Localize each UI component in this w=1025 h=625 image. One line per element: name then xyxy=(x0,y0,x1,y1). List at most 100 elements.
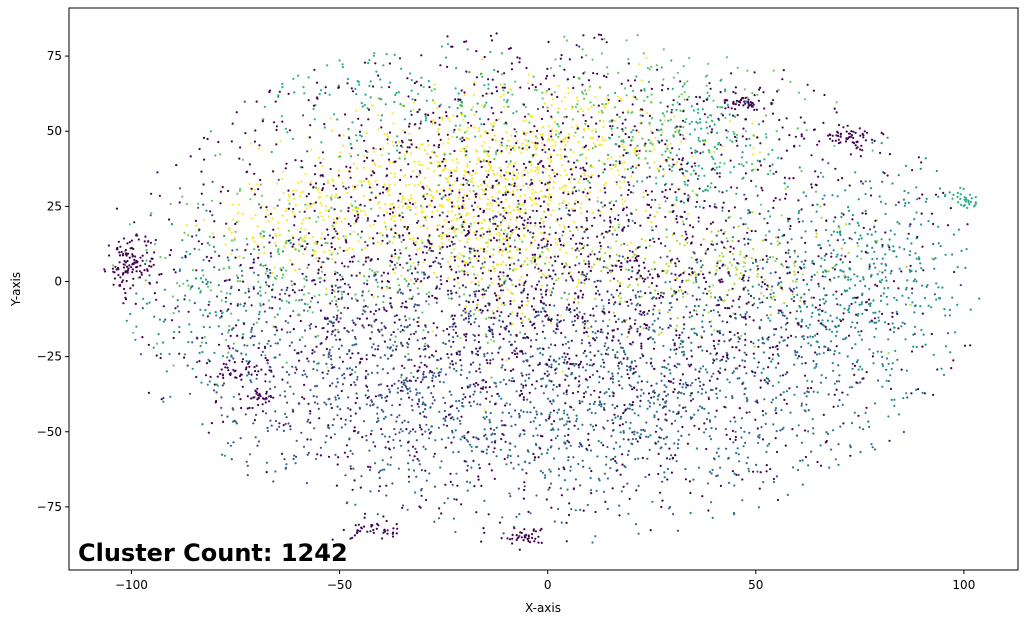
scatter-point xyxy=(636,290,640,293)
scatter-point xyxy=(749,238,752,241)
scatter-point xyxy=(686,212,690,215)
scatter-point xyxy=(342,185,345,188)
scatter-point xyxy=(403,157,407,160)
scatter-point xyxy=(701,264,704,267)
scatter-point xyxy=(793,295,796,299)
scatter-point xyxy=(635,208,638,211)
scatter-point xyxy=(482,250,485,253)
scatter-point xyxy=(345,235,348,238)
scatter-point xyxy=(658,309,661,312)
scatter-point xyxy=(577,141,580,144)
scatter-point xyxy=(339,278,342,281)
scatter-point xyxy=(443,417,446,420)
scatter-point xyxy=(493,68,496,72)
scatter-point xyxy=(877,316,880,319)
scatter-point xyxy=(807,430,810,433)
scatter-point xyxy=(397,140,400,143)
scatter-point xyxy=(781,288,784,291)
scatter-point xyxy=(819,265,822,268)
scatter-point xyxy=(693,128,697,131)
scatter-point xyxy=(477,463,480,466)
scatter-point xyxy=(412,318,415,321)
scatter-point xyxy=(252,323,255,326)
scatter-point xyxy=(403,174,406,178)
scatter-point xyxy=(914,252,917,255)
scatter-point xyxy=(448,390,451,393)
scatter-point xyxy=(719,161,722,164)
scatter-point xyxy=(578,445,581,448)
scatter-point xyxy=(357,207,360,210)
scatter-point xyxy=(677,391,681,394)
scatter-point xyxy=(743,393,746,396)
scatter-point xyxy=(394,141,397,144)
scatter-point xyxy=(408,132,411,135)
scatter-point xyxy=(457,265,460,268)
scatter-point xyxy=(727,457,730,460)
scatter-point xyxy=(647,399,650,402)
scatter-point xyxy=(633,253,637,256)
scatter-point xyxy=(644,239,647,242)
scatter-point xyxy=(505,100,508,104)
scatter-point xyxy=(541,251,544,254)
scatter-point xyxy=(708,435,711,438)
scatter-point xyxy=(475,352,478,356)
scatter-point xyxy=(880,238,883,241)
scatter-point xyxy=(969,308,972,311)
scatter-point xyxy=(563,424,566,427)
scatter-point xyxy=(282,192,285,195)
scatter-point xyxy=(911,301,914,304)
scatter-point xyxy=(822,271,825,274)
scatter-point xyxy=(299,165,302,169)
scatter-point xyxy=(360,102,363,105)
scatter-point xyxy=(215,295,219,298)
scatter-point xyxy=(511,322,514,326)
scatter-point xyxy=(277,248,280,251)
scatter-point xyxy=(206,280,209,283)
scatter-point xyxy=(482,193,485,196)
scatter-point xyxy=(427,386,430,389)
scatter-point xyxy=(567,87,570,90)
scatter-point xyxy=(847,276,850,279)
scatter-point xyxy=(228,227,231,230)
scatter-point xyxy=(554,58,557,61)
scatter-point xyxy=(895,255,898,258)
scatter-point xyxy=(666,147,669,150)
scatter-point xyxy=(226,309,229,312)
scatter-point xyxy=(763,217,766,220)
scatter-point xyxy=(522,410,525,413)
scatter-point xyxy=(517,202,520,205)
scatter-point xyxy=(592,263,596,266)
scatter-point xyxy=(739,426,743,429)
scatter-point xyxy=(339,317,342,320)
scatter-point xyxy=(556,434,559,437)
scatter-point xyxy=(221,384,224,387)
scatter-point xyxy=(588,402,592,406)
scatter-point xyxy=(902,198,906,201)
scatter-point xyxy=(206,242,209,245)
scatter-point xyxy=(522,319,525,322)
scatter-point xyxy=(531,130,535,133)
scatter-point xyxy=(741,151,744,154)
scatter-point xyxy=(664,405,668,408)
scatter-point xyxy=(401,421,404,424)
scatter-point xyxy=(475,149,478,152)
scatter-point xyxy=(318,293,321,297)
scatter-point xyxy=(420,487,423,491)
scatter-point xyxy=(248,296,251,299)
scatter-point xyxy=(495,153,498,156)
scatter-point xyxy=(919,305,922,308)
scatter-point xyxy=(355,109,358,112)
scatter-point xyxy=(345,502,348,505)
scatter-point xyxy=(602,304,605,308)
scatter-point xyxy=(178,284,181,288)
scatter-point xyxy=(853,411,856,414)
scatter-point xyxy=(587,180,590,183)
scatter-point xyxy=(694,273,697,276)
scatter-point xyxy=(578,375,581,378)
scatter-point xyxy=(261,350,264,353)
scatter-point xyxy=(250,326,254,329)
scatter-point xyxy=(469,404,472,408)
scatter-point xyxy=(552,383,555,387)
scatter-point xyxy=(602,161,605,164)
scatter-point xyxy=(781,234,784,238)
